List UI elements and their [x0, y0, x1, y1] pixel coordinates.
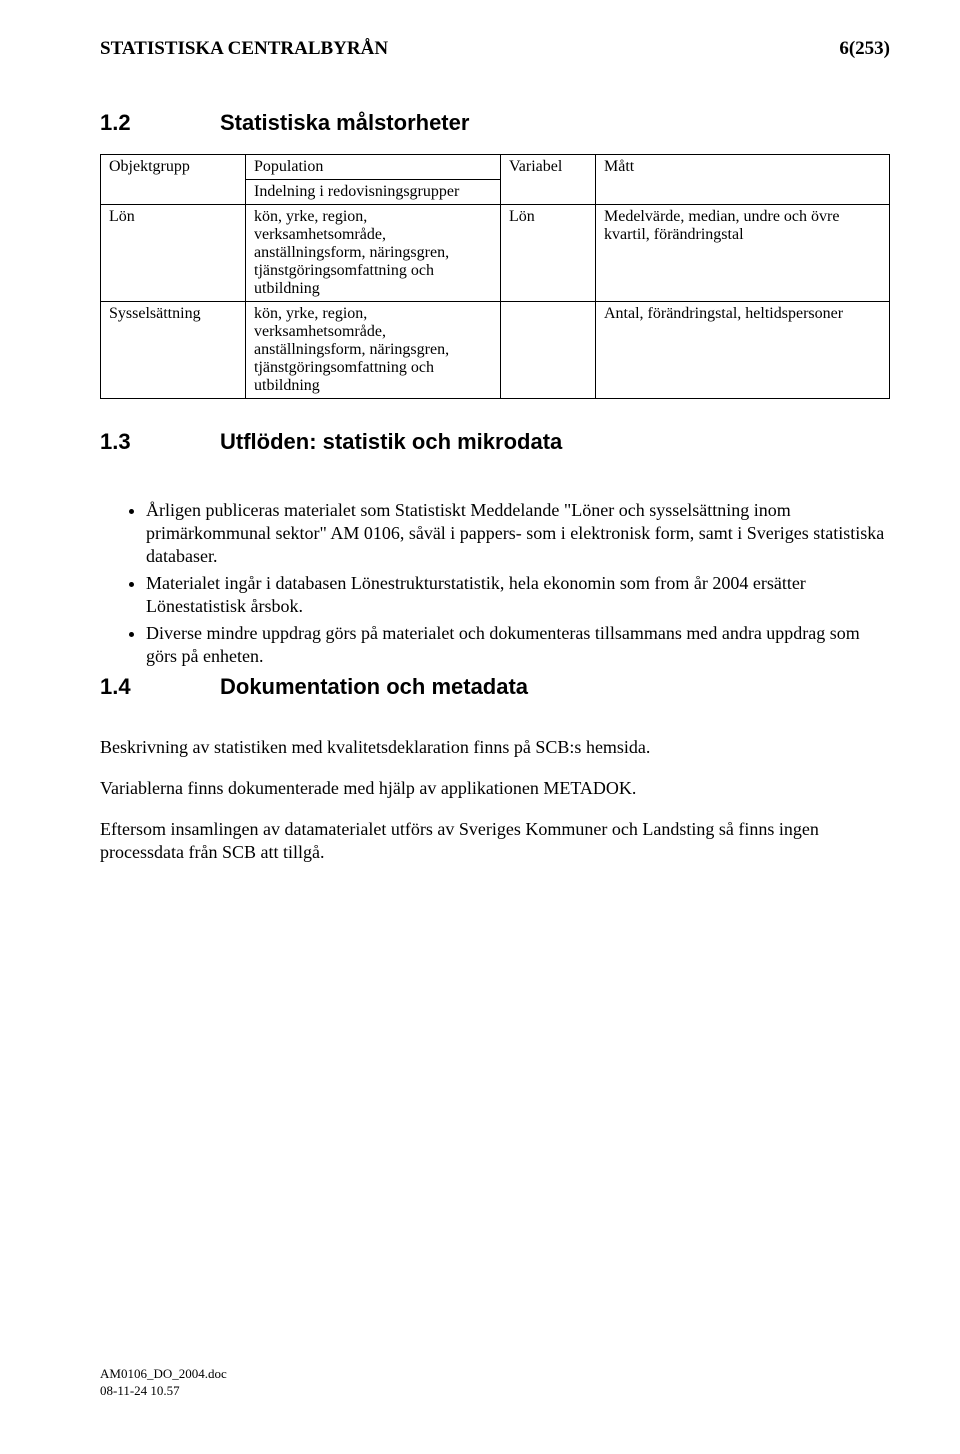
table-cell: Sysselsättning	[101, 302, 246, 399]
table-cell: Lön	[501, 205, 596, 302]
footer-timestamp: 08-11-24 10.57	[100, 1383, 227, 1400]
table-cell: Lön	[101, 205, 246, 302]
table-row: Sysselsättning kön, yrke, region, verksa…	[101, 302, 890, 399]
table-header-label: Population	[254, 158, 494, 176]
heading-title: Dokumentation och metadata	[220, 674, 528, 700]
table-header-cell: Variabel	[501, 155, 596, 205]
objektgrupp-table: Objektgrupp Population Variabel Mått Ind…	[100, 154, 890, 399]
paragraph: Beskrivning av statistiken med kvalitets…	[100, 736, 890, 759]
page-header: STATISTISKA CENTRALBYRÅN 6(253)	[100, 38, 890, 60]
table-cell	[501, 302, 596, 399]
heading-title: Statistiska målstorheter	[220, 110, 469, 136]
heading-1-3: 1.3 Utflöden: statistik och mikrodata	[100, 429, 890, 455]
page-number: 6(253)	[839, 38, 890, 60]
paragraph: Eftersom insamlingen av datamaterialet u…	[100, 818, 890, 864]
paragraph: Variablerna finns dokumenterade med hjäl…	[100, 777, 890, 800]
table-cell: Medelvärde, median, undre och övre kvart…	[596, 205, 890, 302]
table-cell: Antal, förändringstal, heltidspersoner	[596, 302, 890, 399]
page-footer: AM0106_DO_2004.doc 08-11-24 10.57	[100, 1366, 227, 1400]
table-cell: kön, yrke, region, verksamhetsområde, an…	[246, 302, 501, 399]
table-header-cell: Population	[246, 155, 501, 180]
table-cell: kön, yrke, region, verksamhetsområde, an…	[246, 205, 501, 302]
table-row: Lön kön, yrke, region, verksamhetsområde…	[101, 205, 890, 302]
list-item: Årligen publiceras materialet som Statis…	[146, 499, 890, 568]
table-header-cell: Indelning i redovisningsgrupper	[246, 180, 501, 205]
page: STATISTISKA CENTRALBYRÅN 6(253) 1.2 Stat…	[0, 0, 960, 1454]
table-header-cell: Mått	[596, 155, 890, 205]
heading-number: 1.4	[100, 674, 220, 700]
heading-1-2: 1.2 Statistiska målstorheter	[100, 110, 890, 136]
bullet-list: Årligen publiceras materialet som Statis…	[100, 499, 890, 668]
heading-1-4: 1.4 Dokumentation och metadata	[100, 674, 890, 700]
heading-title: Utflöden: statistik och mikrodata	[220, 429, 562, 455]
list-item: Diverse mindre uppdrag görs på materiale…	[146, 622, 890, 668]
heading-number: 1.3	[100, 429, 220, 455]
footer-filename: AM0106_DO_2004.doc	[100, 1366, 227, 1383]
list-item: Materialet ingår i databasen Lönestruktu…	[146, 572, 890, 618]
org-name: STATISTISKA CENTRALBYRÅN	[100, 38, 388, 60]
table-header-cell: Objektgrupp	[101, 155, 246, 205]
heading-number: 1.2	[100, 110, 220, 136]
table-header-row: Objektgrupp Population Variabel Mått	[101, 155, 890, 180]
